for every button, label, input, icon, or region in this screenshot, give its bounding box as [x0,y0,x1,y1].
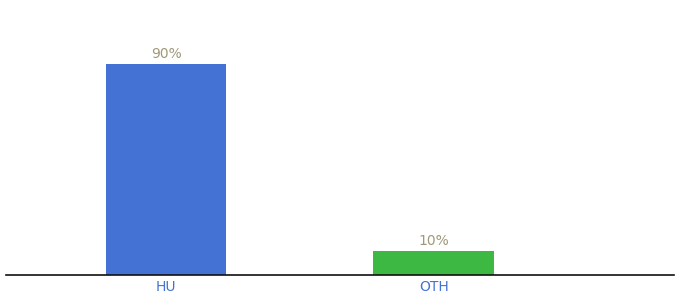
Text: 10%: 10% [418,234,449,248]
Text: 90%: 90% [151,46,182,61]
Bar [106,64,226,275]
Bar [373,251,494,275]
